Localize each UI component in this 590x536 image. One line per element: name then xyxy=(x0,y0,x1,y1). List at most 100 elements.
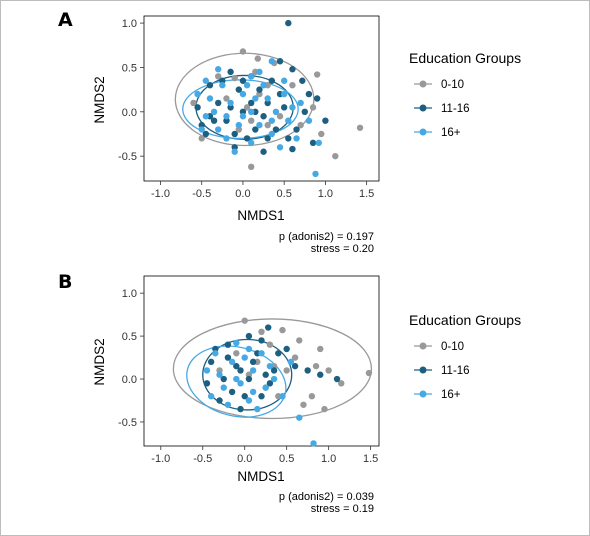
panel-letter-b: B xyxy=(58,271,72,293)
x-tick-label: -0.5 xyxy=(192,188,211,200)
data-point-16+ xyxy=(219,81,226,89)
data-point-11-16 xyxy=(285,135,292,142)
data-point-0-10 xyxy=(241,317,248,324)
data-point-11-16 xyxy=(231,144,238,151)
data-point-11-16 xyxy=(268,77,276,84)
data-point-0-10 xyxy=(338,380,345,387)
data-point-11-16 xyxy=(304,367,311,374)
y-tick-label: 1.0 xyxy=(122,18,137,30)
data-point-0-10 xyxy=(223,95,230,102)
data-point-0-10 xyxy=(321,405,328,413)
data-point-11-16 xyxy=(207,358,215,366)
data-point-16+ xyxy=(198,126,205,133)
data-point-0-10 xyxy=(318,130,325,138)
data-point-11-16 xyxy=(264,99,271,107)
data-point-16+ xyxy=(247,139,255,147)
data-point-11-16 xyxy=(262,371,269,378)
legend-b: 0-10 11-16 16+ xyxy=(414,341,470,401)
data-point-16+ xyxy=(243,81,251,89)
data-point-11-16 xyxy=(237,367,244,374)
data-point-16+ xyxy=(266,362,274,370)
data-point-0-10 xyxy=(247,117,255,124)
data-point-11-16 xyxy=(322,117,329,124)
data-point-0-10 xyxy=(291,354,299,361)
x-tick-label: 1.5 xyxy=(363,453,378,465)
data-point-11-16 xyxy=(258,393,265,400)
ellipse-16+ xyxy=(186,345,287,418)
data-point-11-16 xyxy=(194,104,201,111)
data-point-11-16 xyxy=(309,139,317,147)
data-point-11-16 xyxy=(280,104,288,111)
y-axis-title-b: NMDS2 xyxy=(92,338,107,385)
data-point-11-16 xyxy=(220,375,227,383)
data-point-0-10 xyxy=(313,71,321,78)
data-point-11-16 xyxy=(264,135,271,142)
data-point-16+ xyxy=(202,77,210,84)
x-tick-label: -0.5 xyxy=(193,453,212,465)
data-point-16+ xyxy=(280,90,288,98)
data-point-0-10 xyxy=(356,124,364,131)
data-point-16+ xyxy=(203,367,211,374)
data-point-16+ xyxy=(216,371,223,378)
panel-a: A -1.0 -0.5 0.0 0.5 1.0 1.5 -0.5 0.0 0.5 1.0 NMD… xyxy=(58,9,521,255)
data-point-11-16 xyxy=(247,99,255,107)
y-tick-label: -0.5 xyxy=(118,151,137,163)
data-point-16+ xyxy=(249,367,257,374)
data-point-16+ xyxy=(258,350,265,357)
data-point-11-16 xyxy=(252,126,259,133)
data-point-16+ xyxy=(202,113,210,120)
data-point-0-10 xyxy=(276,113,284,120)
data-point-11-16 xyxy=(283,345,290,353)
panel-b: B -1.0 -0.5 0.0 0.5 1.0 1.5 -0.5 0.0 0.5 1.0 NMD… xyxy=(58,271,521,515)
y-tick-label: 0.0 xyxy=(122,374,137,386)
x-tick-label: 1.5 xyxy=(359,188,374,200)
data-point-16+ xyxy=(268,58,276,65)
legend-label-16+: 16+ xyxy=(441,127,461,139)
legend-label-11-16: 11-16 xyxy=(441,103,470,115)
data-point-11-16 xyxy=(299,77,306,84)
data-point-11-16 xyxy=(228,388,236,396)
data-point-11-16 xyxy=(245,375,253,383)
data-point-16+ xyxy=(285,117,292,124)
x-tick-label: 0.0 xyxy=(237,453,252,465)
annotation-stress-a: stress = 0.20 xyxy=(311,243,374,255)
legend-key-dot xyxy=(419,80,427,88)
data-point-11-16 xyxy=(260,148,267,155)
annotation-stress-b: stress = 0.19 xyxy=(311,503,374,515)
data-point-16+ xyxy=(260,81,267,89)
data-point-11-16 xyxy=(239,77,247,84)
ellipse-0-10 xyxy=(172,318,373,420)
legend-title-b: Education Groups xyxy=(409,312,521,328)
data-point-0-10 xyxy=(256,90,263,98)
data-point-11-16 xyxy=(245,332,253,340)
data-point-11-16 xyxy=(239,108,247,116)
data-point-16+ xyxy=(239,90,247,98)
x-tick-label: -1.0 xyxy=(151,188,170,200)
data-point-16+ xyxy=(223,113,230,120)
data-point-16+ xyxy=(279,393,286,400)
data-point-16+ xyxy=(256,121,263,129)
data-point-16+ xyxy=(270,375,278,383)
annotation-p-a: p (adonis2) = 0.197 xyxy=(279,231,374,243)
data-point-11-16 xyxy=(317,371,324,378)
plot-area-b xyxy=(143,275,380,447)
data-point-16+ xyxy=(206,95,214,102)
data-point-0-10 xyxy=(215,73,222,80)
data-point-16+ xyxy=(210,108,218,116)
data-point-16+ xyxy=(227,99,234,107)
data-point-11-16 xyxy=(235,86,243,93)
data-point-11-16 xyxy=(260,113,267,120)
data-point-16+ xyxy=(256,68,263,76)
legend-key-dot xyxy=(419,342,427,350)
data-point-16+ xyxy=(305,117,313,124)
data-point-11-16 xyxy=(270,367,278,374)
x-tick-label: -1.0 xyxy=(151,453,170,465)
data-point-11-16 xyxy=(233,362,240,370)
legend-key-dot xyxy=(419,366,427,374)
data-point-16+ xyxy=(276,144,284,151)
data-point-0-10 xyxy=(239,48,247,55)
data-point-16+ xyxy=(239,113,247,120)
data-point-16+ xyxy=(233,339,240,347)
panel-letter-a: A xyxy=(58,9,73,31)
data-point-16+ xyxy=(254,405,261,413)
